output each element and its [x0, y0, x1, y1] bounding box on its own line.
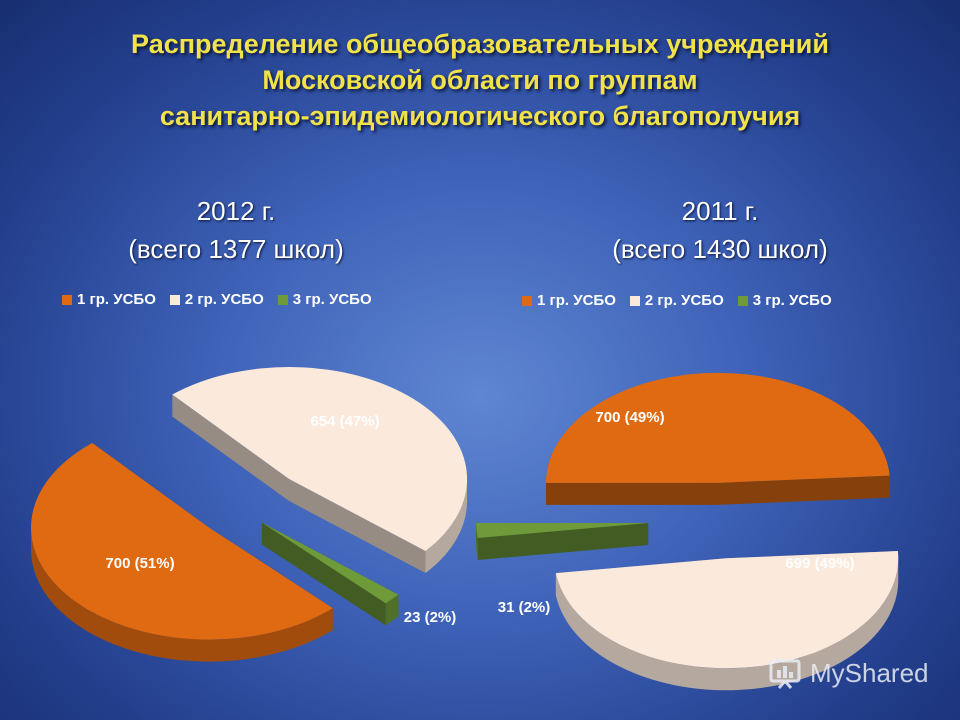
data-label: 654 (47%) [310, 413, 379, 430]
slice-top [172, 367, 468, 552]
slice-side-wall [718, 475, 890, 505]
title-line-1: Распределение общеобразовательных учрежд… [131, 29, 829, 59]
legend-swatch [737, 295, 748, 306]
legend-label: 3 гр. УСБО [292, 291, 372, 308]
slice-side-wall [261, 522, 386, 626]
legend-swatch [522, 295, 532, 306]
pie-2011: 700 (49%) 699 (49%) 31 (2%) [476, 372, 899, 691]
legend-label: 1 гр. УСБО [77, 291, 156, 308]
legend-item: 3 гр. УСБО [277, 291, 372, 308]
legend-label: 2 гр. УСБО [644, 292, 724, 309]
slice-top [476, 523, 649, 538]
slice-outer-wall [385, 594, 399, 626]
legend-label: 1 гр. УСБО [537, 292, 616, 309]
slice-side-wall [546, 482, 719, 505]
legend-item: 1 гр. УСБО [522, 292, 616, 309]
slice-top [31, 443, 333, 640]
slide-title: Распределение общеобразовательных учрежд… [0, 26, 960, 134]
data-label: 31 (2%) [498, 599, 551, 616]
legend-item: 3 гр. УСБО [737, 292, 832, 309]
legend-swatch [629, 295, 640, 306]
slice-outer-wall [555, 558, 899, 691]
pie-slice [172, 367, 468, 574]
data-label: 700 (51%) [105, 555, 174, 572]
slice-outer-wall [31, 527, 333, 662]
pie-slice [261, 522, 399, 626]
presentation-icon [769, 659, 801, 689]
chart-2011-title: 2011 г. [681, 196, 759, 226]
title-line-3: санитарно-эпидемиологического благополуч… [159, 101, 801, 131]
pie-slice [546, 372, 890, 505]
slice-top [555, 550, 899, 669]
slice-top [546, 372, 890, 483]
chart-2012-heading: 2012 г. (всего 1377 школ) [56, 192, 416, 268]
title-line-2: Московской области по группам [262, 65, 698, 95]
legend-swatch [169, 294, 180, 305]
slice-outer-wall [425, 479, 468, 574]
watermark-text: MyShared [810, 657, 929, 688]
chart-2011-subtitle: (всего 1430 школ) [612, 234, 828, 264]
slice-side-wall [172, 394, 290, 502]
pie-slice [476, 523, 649, 560]
slice-side-wall [289, 479, 426, 574]
slice-outer-wall [476, 523, 478, 560]
legend-item: 2 гр. УСБО [169, 291, 264, 308]
legend-swatch [277, 294, 288, 305]
legend-item: 2 гр. УСБО [629, 292, 724, 309]
slice-top [261, 522, 399, 604]
data-label: 23 (2%) [404, 609, 457, 626]
pie-slice [31, 443, 333, 662]
pie-2012: 700 (51%) 654 (47%) 23 (2%) [31, 367, 468, 662]
chart-2012-title: 2012 г. [196, 196, 276, 226]
data-label: 700 (49%) [595, 409, 664, 426]
chart-2011-legend: 1 гр. УСБО 2 гр. УСБО 3 гр. УСБО [522, 292, 832, 309]
pie-slice [555, 550, 899, 691]
data-label: 699 (49%) [785, 555, 854, 572]
legend-label: 3 гр. УСБО [752, 292, 832, 309]
chart-2012-legend: 1 гр. УСБО 2 гр. УСБО 3 гр. УСБО [62, 291, 372, 308]
chart-2011-heading: 2011 г. (всего 1430 школ) [540, 192, 900, 268]
watermark: MyShared [768, 656, 929, 690]
legend-item: 1 гр. УСБО [62, 291, 156, 308]
legend-swatch [62, 294, 72, 305]
chart-2012-subtitle: (всего 1377 школ) [128, 234, 344, 264]
legend-label: 2 гр. УСБО [184, 291, 264, 308]
